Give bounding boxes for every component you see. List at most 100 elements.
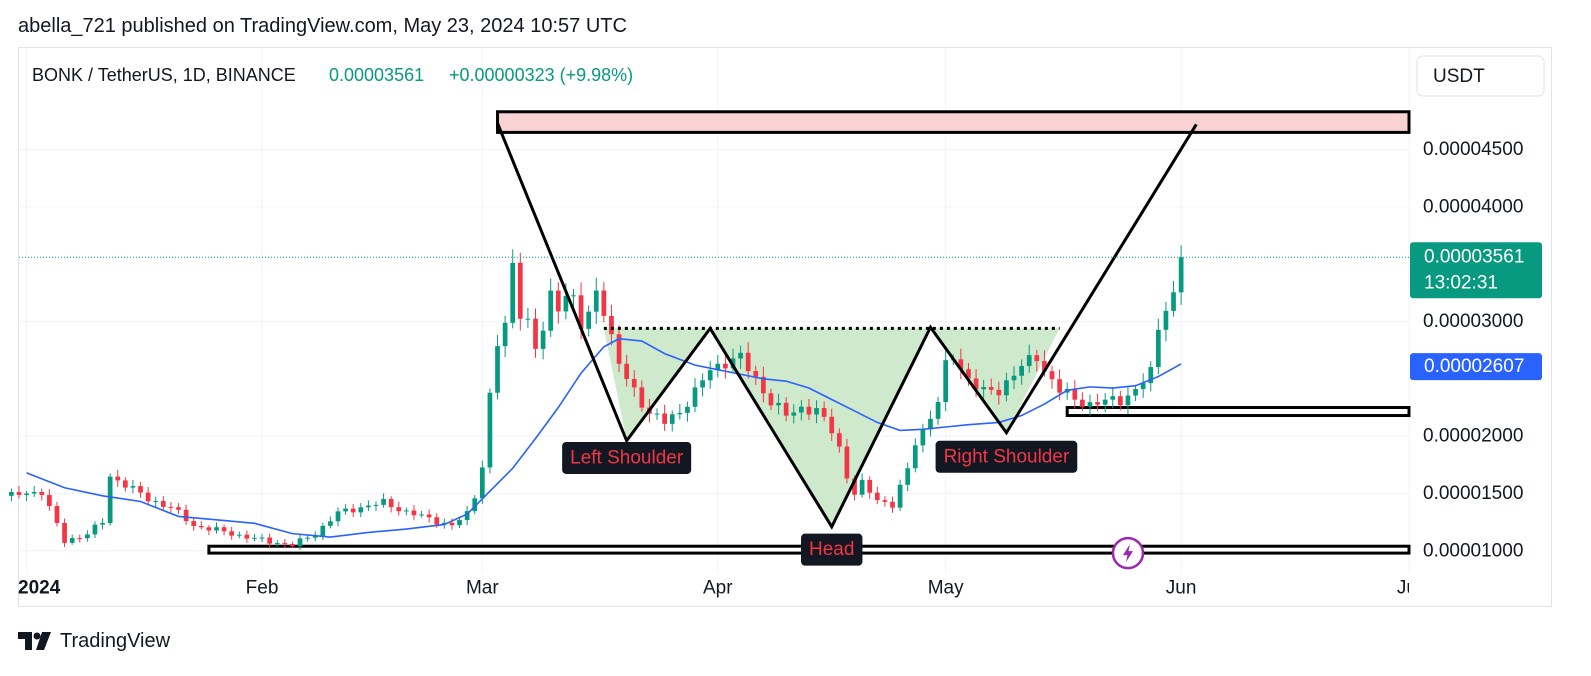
candle: [487, 388, 493, 474]
candle: [836, 428, 842, 453]
candle-body: [517, 262, 523, 319]
candle-body: [677, 412, 683, 415]
candle: [874, 486, 880, 505]
time-label: Apr: [703, 578, 733, 599]
candle: [700, 373, 705, 397]
candle-body: [77, 538, 83, 540]
tradingview-logo-icon[interactable]: [18, 632, 52, 650]
candle-body: [882, 500, 888, 502]
candle: [31, 485, 37, 497]
candle: [601, 281, 607, 323]
candle: [669, 410, 675, 432]
candle: [571, 288, 576, 308]
candle-body: [654, 413, 660, 415]
candle-body: [555, 290, 561, 312]
candle-body: [358, 507, 364, 513]
right-shoulder-label-box: [935, 440, 1078, 473]
candle-body: [176, 507, 181, 510]
candle: [935, 397, 941, 425]
candle-body: [928, 418, 933, 430]
price-tick-label: 0.00004500: [1423, 139, 1523, 160]
candle: [821, 401, 827, 422]
candle-body: [107, 476, 113, 524]
candle: [62, 518, 67, 548]
candle: [616, 325, 622, 373]
candle: [267, 533, 273, 548]
candle: [122, 477, 128, 492]
candle: [943, 349, 949, 412]
candle: [1171, 280, 1176, 317]
candle: [100, 518, 105, 530]
candle: [236, 531, 242, 539]
left-shoulder-label: Left Shoulder: [562, 441, 692, 474]
candle-body: [798, 406, 804, 413]
candle: [776, 393, 781, 415]
candle-body: [624, 363, 630, 379]
publisher-header: abella_721 published on TradingView.com,…: [18, 15, 627, 37]
candle-body: [988, 387, 994, 390]
candle: [1155, 318, 1161, 375]
candle: [24, 490, 29, 501]
candle: [1011, 366, 1017, 390]
candle: [145, 486, 151, 505]
candle: [373, 501, 379, 512]
candle: [160, 496, 166, 510]
candle-body: [100, 523, 105, 525]
candle-body: [9, 492, 14, 496]
left-shoulder-label-text: Left Shoulder: [570, 447, 684, 468]
chart-frame: [18, 47, 1552, 607]
candle-body: [373, 504, 379, 506]
candle: [305, 535, 310, 542]
candle-body: [138, 486, 143, 493]
candle: [404, 507, 409, 516]
candle: [426, 509, 432, 523]
price-tick-label: 0.00003000: [1423, 311, 1523, 332]
candle: [54, 502, 60, 527]
candle-body: [335, 511, 341, 522]
candle-body: [457, 520, 462, 526]
candle: [525, 308, 531, 328]
candle: [168, 502, 174, 513]
candle: [39, 488, 45, 501]
candle-body: [593, 290, 599, 312]
candle: [229, 526, 235, 540]
footer-brand[interactable]: TradingView: [60, 629, 171, 652]
symbol-title[interactable]: BONK / TetherUS, 1D, BINANCE: [32, 65, 296, 85]
candle: [1019, 359, 1024, 385]
candle: [130, 479, 136, 494]
candle: [707, 361, 713, 389]
candle: [16, 486, 22, 499]
candle-body: [16, 492, 22, 495]
candle-body: [943, 360, 949, 403]
candle: [920, 423, 926, 453]
candle: [198, 521, 204, 530]
candle-body: [259, 537, 265, 539]
candle-body: [1042, 361, 1047, 372]
candle: [814, 400, 819, 424]
candle-body: [267, 537, 273, 544]
candle: [153, 496, 159, 508]
time-axis: 2024 Feb Mar Apr May Jun Jul: [18, 578, 1409, 599]
candle: [259, 533, 265, 542]
price-axis: 0.00004500 0.00004000 0.00003000 0.00002000…: [19, 139, 1542, 561]
candle: [510, 249, 516, 329]
candle-body: [1118, 396, 1123, 406]
candle-body: [761, 376, 766, 394]
candle: [1072, 380, 1078, 409]
candle: [69, 534, 75, 545]
currency-button[interactable]: [1416, 55, 1545, 97]
candle: [419, 510, 424, 518]
last-price-badge-label: 0.00003561: [1424, 247, 1524, 268]
candle-body: [404, 510, 409, 512]
candle-body: [1095, 402, 1100, 405]
candle: [631, 370, 637, 397]
candle-body: [214, 527, 219, 531]
head-label-text: Head: [809, 539, 854, 560]
candle-body: [153, 501, 159, 503]
candle-body: [973, 378, 979, 390]
candle-body: [1148, 367, 1154, 384]
candle-body: [221, 527, 227, 532]
candle: [9, 488, 14, 502]
candle: [548, 278, 554, 337]
